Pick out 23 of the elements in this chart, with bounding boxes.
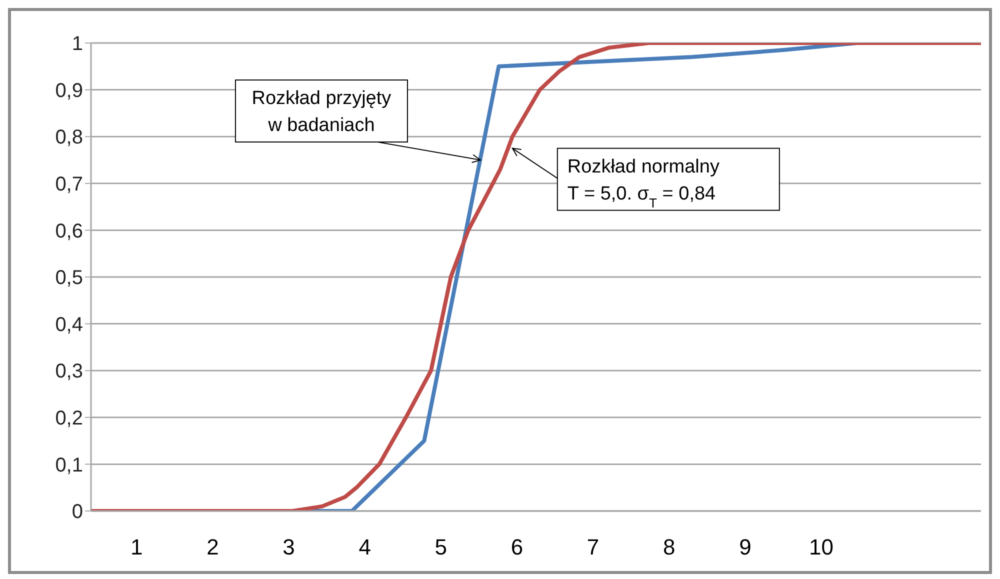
x-tick-label: 3 bbox=[282, 534, 295, 560]
x-tick-label: 9 bbox=[739, 534, 752, 560]
y-tick-label: 0,2 bbox=[55, 408, 83, 430]
x-tick-label: 10 bbox=[809, 534, 834, 560]
y-tick-label: 0,1 bbox=[55, 454, 83, 476]
y-tick-label: 0 bbox=[72, 501, 83, 524]
annotation: Rozkład przyjęty w badaniach bbox=[252, 88, 392, 136]
y-tick-label: 0,5 bbox=[55, 267, 83, 290]
y-tick-label: 0,8 bbox=[55, 126, 83, 149]
y-tick-label: 0,3 bbox=[55, 360, 83, 383]
y-tick-label: 1 bbox=[72, 33, 83, 56]
y-tick-label: 0,4 bbox=[55, 314, 83, 336]
x-tick-label: 8 bbox=[662, 534, 676, 560]
x-tick-label: 2 bbox=[206, 534, 219, 560]
x-tick-label: 5 bbox=[434, 534, 448, 560]
y-tick-label: 0,6 bbox=[55, 220, 83, 242]
x-tick-label: 7 bbox=[586, 534, 600, 560]
y-tick-label: 0,9 bbox=[55, 80, 83, 102]
x-tick-label: 1 bbox=[130, 534, 143, 560]
y-tick-label: 0,7 bbox=[55, 174, 83, 196]
annotation: Rozkład normalny T = 5,0. σ$_{T}$ = 0,84 bbox=[567, 156, 720, 210]
x-tick-label: 4 bbox=[358, 534, 371, 560]
x-tick-label: 6 bbox=[510, 534, 524, 560]
